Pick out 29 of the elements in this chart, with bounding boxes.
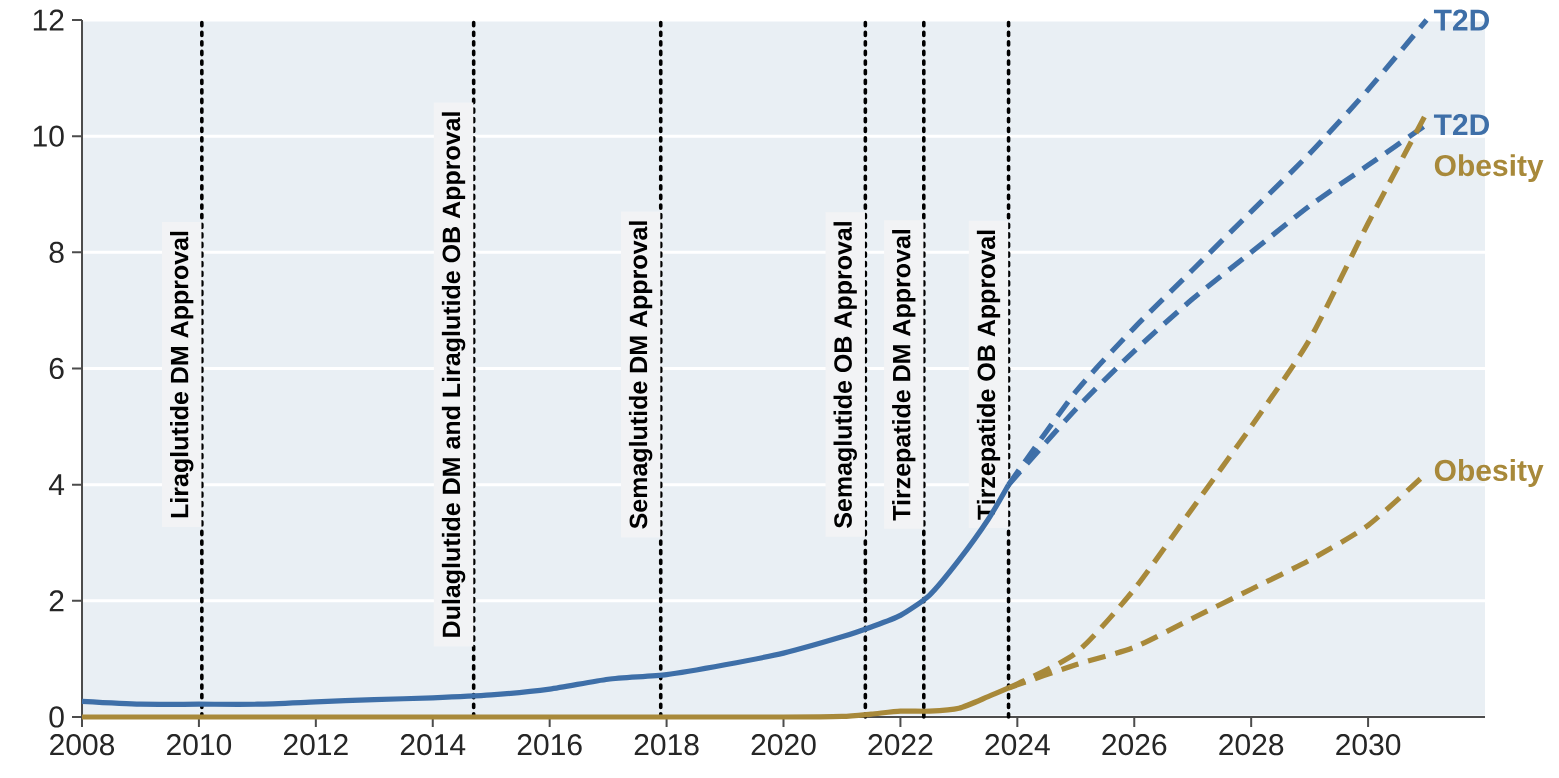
x-tick-label: 2024 [985,734,1050,756]
y-tick-label: 4 [48,474,65,495]
x-tick-label: 2014 [400,734,466,756]
y-tick-label: 2 [49,590,64,612]
x-tick-label: 2018 [634,734,699,756]
series-label: T2D [1433,9,1490,31]
y-tick-label: 0 [49,706,64,728]
y-tick-label: 8 [49,241,64,263]
x-tick-label: 2020 [751,734,816,756]
x-tick-label: 2026 [1102,734,1167,756]
ref-line-label: Liraglutide DM Approval [170,231,194,518]
x-tick-label: 2008 [50,734,115,756]
series-label: T2D [1433,114,1490,136]
x-tick-label: 2012 [283,734,348,756]
ref-line-label: Tirzepatide OB Approval [976,230,1001,520]
x-tick-label: 2016 [517,734,582,756]
y-tick-label: 12 [33,9,64,31]
x-tick-label: 2030 [1336,734,1401,756]
series-label: Obesity [1434,154,1544,183]
x-tick-label: 2010 [167,734,232,756]
series-label: Obesity [1434,459,1544,488]
ref-line-label: Semaglutide DM Approval [628,221,653,529]
x-tick-label: 2028 [1219,734,1284,756]
ref-line-label: Dulaglutide DM and Liraglutide OB Approval [441,112,466,637]
y-tick-label: 6 [49,357,64,380]
y-tick-label: 10 [33,125,64,147]
ref-line-label: Semaglutide OB Approval [833,222,857,528]
ref-line-label: Tirzepatide DM Approval [892,229,916,521]
x-tick-label: 2022 [868,734,933,756]
